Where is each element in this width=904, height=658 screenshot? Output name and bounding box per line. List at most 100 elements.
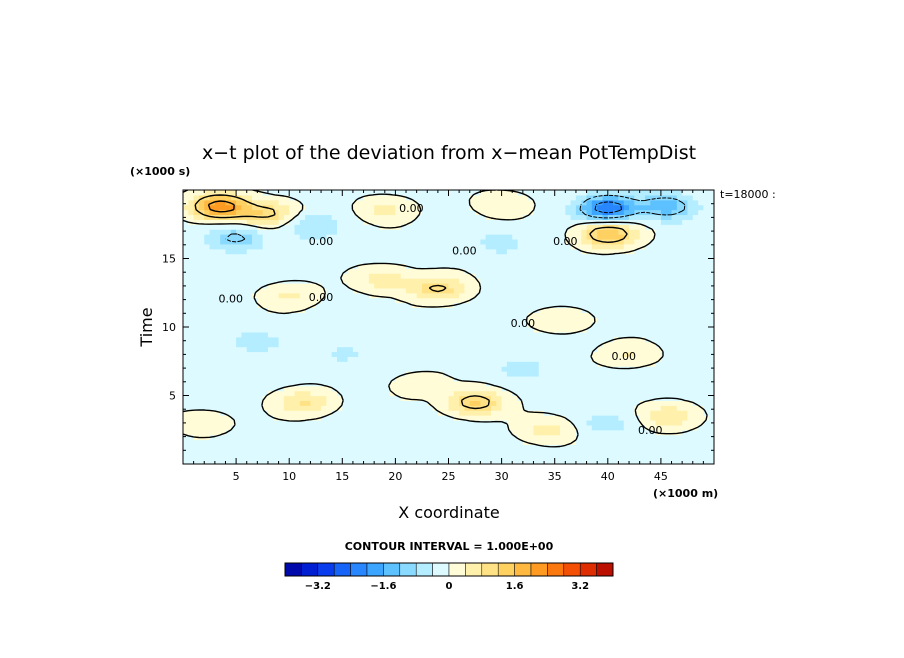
heatmap-cell (188, 258, 195, 264)
heatmap-cell (650, 263, 657, 269)
heatmap-cell (246, 390, 253, 397)
heatmap-cell (321, 268, 327, 274)
heatmap-cell (427, 410, 434, 416)
heatmap-cell (528, 282, 535, 289)
heatmap-cell (406, 346, 412, 353)
heatmap-cell (692, 336, 699, 343)
heatmap-cell (459, 439, 466, 446)
heatmap-cell (475, 322, 481, 328)
heatmap-cell (273, 366, 280, 372)
heatmap-cell (676, 390, 683, 397)
heatmap-cell (581, 336, 588, 343)
heatmap-cell (459, 380, 466, 387)
heatmap-cell (289, 234, 296, 240)
heatmap-cell (581, 224, 588, 230)
heatmap-cell (480, 356, 487, 362)
heatmap-cell (453, 444, 460, 450)
heatmap-cell (480, 263, 487, 269)
heatmap-cell (289, 405, 296, 411)
heatmap-cell (384, 380, 391, 387)
heatmap-cell (214, 253, 221, 260)
heatmap-cell (374, 375, 381, 382)
heatmap-cell (432, 449, 439, 455)
heatmap-cell (395, 253, 402, 260)
heatmap-cell (236, 234, 243, 240)
heatmap-cell (363, 454, 370, 460)
heatmap-cell (666, 351, 673, 357)
heatmap-cell (459, 229, 466, 235)
heatmap-cell (374, 263, 381, 269)
heatmap-cell (453, 415, 460, 421)
heatmap-cell (623, 351, 630, 357)
heatmap-cell (501, 253, 508, 260)
heatmap-cell (453, 405, 460, 411)
heatmap-cell (443, 331, 450, 338)
heatmap-cell (644, 263, 651, 269)
heatmap-cell (358, 219, 365, 225)
heatmap-cell (687, 312, 694, 318)
heatmap-cell (352, 322, 359, 328)
heatmap-cell (374, 297, 381, 304)
heatmap-cell (464, 238, 471, 245)
heatmap-cell (581, 439, 588, 446)
heatmap-cell (294, 405, 301, 411)
heatmap-cell (310, 263, 317, 269)
heatmap-cell (698, 302, 704, 309)
heatmap-cell (650, 366, 657, 372)
heatmap-cell (241, 268, 248, 274)
heatmap-cell (692, 312, 699, 318)
heatmap-cell (273, 380, 280, 387)
heatmap-cell (475, 248, 481, 255)
heatmap-cell (198, 243, 205, 250)
heatmap-cell (283, 219, 290, 225)
heatmap-cell (666, 444, 673, 450)
heatmap-cell (400, 449, 407, 455)
heatmap-cell (209, 419, 216, 426)
heatmap-cell (336, 278, 343, 284)
heatmap-cell (698, 361, 704, 367)
heatmap-cell (639, 454, 646, 460)
heatmap-cell (692, 229, 699, 235)
heatmap-cell (533, 459, 540, 464)
heatmap-cell (666, 312, 673, 318)
heatmap-cell (565, 371, 572, 377)
heatmap-cell (241, 331, 248, 338)
heatmap-cell (687, 395, 694, 401)
heatmap-cell (299, 434, 306, 441)
heatmap-cell (501, 317, 508, 323)
heatmap-cell (368, 400, 375, 406)
heatmap-cell (570, 444, 577, 450)
heatmap-cell (634, 459, 641, 464)
heatmap-cell (613, 356, 620, 362)
heatmap-cell (464, 424, 471, 431)
heatmap-cell (252, 395, 258, 401)
heatmap-cell (522, 424, 529, 431)
heatmap-cell (416, 248, 423, 255)
heatmap-cell (331, 243, 338, 250)
heatmap-cell (289, 424, 296, 431)
heatmap-cell (188, 278, 195, 284)
heatmap-cell (374, 331, 381, 338)
heatmap-cell (262, 415, 269, 421)
heatmap-cell (618, 341, 625, 348)
heatmap-cell (384, 331, 391, 338)
heatmap-cell (506, 424, 513, 431)
heatmap-cell (257, 454, 264, 460)
heatmap-cell (650, 419, 657, 426)
heatmap-cell (411, 419, 418, 426)
heatmap-cell (273, 282, 280, 289)
heatmap-cell (581, 268, 588, 274)
heatmap-cell (390, 356, 396, 362)
heatmap-cell (692, 253, 699, 260)
heatmap-cell (236, 248, 243, 255)
heatmap-cell (198, 390, 205, 397)
heatmap-cell (315, 258, 322, 264)
heatmap-cell (692, 429, 699, 436)
heatmap-cell (522, 415, 529, 421)
heatmap-cell (427, 449, 434, 455)
heatmap-cell (522, 429, 529, 436)
heatmap-cell (676, 292, 683, 299)
heatmap-cell (538, 395, 545, 401)
heatmap-cell (618, 434, 625, 441)
heatmap-cell (368, 282, 375, 289)
